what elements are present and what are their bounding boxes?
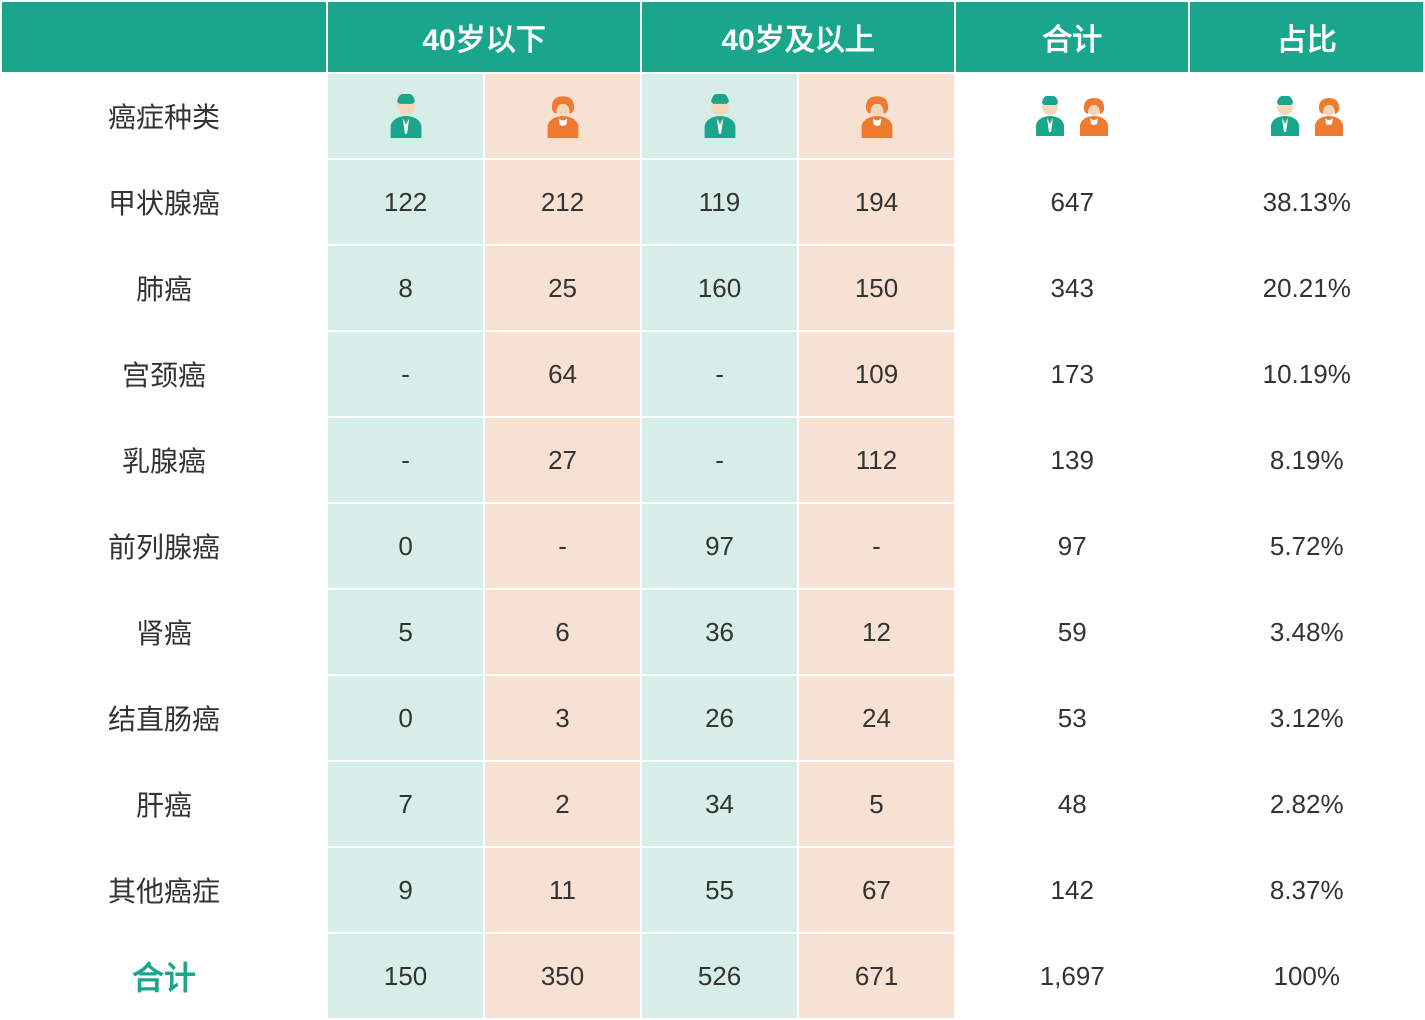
female-icon: [799, 74, 954, 158]
cell-pct: 2.82%: [1190, 762, 1423, 846]
cell-u40-male: 122: [328, 160, 483, 244]
cell-o40-male: 97: [642, 504, 797, 588]
cell-u40-female: 64: [485, 332, 640, 416]
cell-pct: 8.19%: [1190, 418, 1423, 502]
totals-o40-female: 671: [799, 934, 954, 1018]
cell-u40-male: 9: [328, 848, 483, 932]
cancer-stats-table: 40岁以下 40岁及以上 合计 占比 癌症种类 甲状腺癌122212119194…: [0, 0, 1425, 1020]
cell-o40-male: 160: [642, 246, 797, 330]
cell-total: 142: [956, 848, 1188, 932]
male-icon: [642, 74, 797, 158]
cell-o40-female: 12: [799, 590, 954, 674]
cell-o40-male: -: [642, 418, 797, 502]
row-label: 肾癌: [2, 590, 326, 674]
table-row: 肾癌563612593.48%: [2, 590, 1423, 674]
row-label: 宫颈癌: [2, 332, 326, 416]
cell-pct: 3.48%: [1190, 590, 1423, 674]
cell-u40-male: 7: [328, 762, 483, 846]
cell-o40-male: 26: [642, 676, 797, 760]
header-total: 合计: [956, 2, 1188, 72]
totals-row: 合计 150 350 526 671 1,697 100%: [2, 934, 1423, 1018]
cell-total: 173: [956, 332, 1188, 416]
cell-u40-female: 25: [485, 246, 640, 330]
cell-u40-male: 5: [328, 590, 483, 674]
row-label: 肝癌: [2, 762, 326, 846]
row-header-label: 癌症种类: [2, 74, 326, 158]
cell-total: 139: [956, 418, 1188, 502]
cell-u40-female: 3: [485, 676, 640, 760]
header-percent: 占比: [1190, 2, 1423, 72]
table-row: 乳腺癌-27-1121398.19%: [2, 418, 1423, 502]
cell-u40-male: -: [328, 332, 483, 416]
cell-o40-female: 5: [799, 762, 954, 846]
cell-total: 647: [956, 160, 1188, 244]
row-label: 结直肠癌: [2, 676, 326, 760]
table-row: 宫颈癌-64-10917310.19%: [2, 332, 1423, 416]
cell-o40-male: 36: [642, 590, 797, 674]
cell-u40-female: 27: [485, 418, 640, 502]
male-icon: [328, 74, 483, 158]
table-row: 甲状腺癌12221211919464738.13%: [2, 160, 1423, 244]
row-label: 甲状腺癌: [2, 160, 326, 244]
cell-pct: 20.21%: [1190, 246, 1423, 330]
cell-pct: 38.13%: [1190, 160, 1423, 244]
totals-u40-male: 150: [328, 934, 483, 1018]
totals-pct: 100%: [1190, 934, 1423, 1018]
row-label: 前列腺癌: [2, 504, 326, 588]
header-row-icons: 癌症种类: [2, 74, 1423, 158]
cell-o40-male: 55: [642, 848, 797, 932]
cell-total: 53: [956, 676, 1188, 760]
header-blank: [2, 2, 326, 72]
both-genders-icon: [956, 74, 1188, 158]
cell-pct: 8.37%: [1190, 848, 1423, 932]
cell-u40-female: 6: [485, 590, 640, 674]
cell-pct: 3.12%: [1190, 676, 1423, 760]
cell-u40-male: 0: [328, 676, 483, 760]
cell-o40-female: 24: [799, 676, 954, 760]
table-row: 前列腺癌0-97-975.72%: [2, 504, 1423, 588]
cell-o40-male: 119: [642, 160, 797, 244]
totals-u40-female: 350: [485, 934, 640, 1018]
header-40-and-over: 40岁及以上: [642, 2, 954, 72]
header-row-groups: 40岁以下 40岁及以上 合计 占比: [2, 2, 1423, 72]
totals-o40-male: 526: [642, 934, 797, 1018]
cell-u40-male: 0: [328, 504, 483, 588]
table-row: 肺癌82516015034320.21%: [2, 246, 1423, 330]
table-row: 其他癌症91155671428.37%: [2, 848, 1423, 932]
cell-u40-female: 2: [485, 762, 640, 846]
cell-u40-female: -: [485, 504, 640, 588]
cell-u40-male: 8: [328, 246, 483, 330]
cell-o40-female: 109: [799, 332, 954, 416]
cell-u40-male: -: [328, 418, 483, 502]
cell-total: 97: [956, 504, 1188, 588]
cell-o40-male: 34: [642, 762, 797, 846]
cell-o40-female: 112: [799, 418, 954, 502]
cell-o40-female: 194: [799, 160, 954, 244]
row-label: 其他癌症: [2, 848, 326, 932]
cell-u40-female: 11: [485, 848, 640, 932]
cell-total: 59: [956, 590, 1188, 674]
cell-u40-female: 212: [485, 160, 640, 244]
cell-total: 343: [956, 246, 1188, 330]
cell-pct: 5.72%: [1190, 504, 1423, 588]
totals-all: 1,697: [956, 934, 1188, 1018]
table-row: 肝癌72345482.82%: [2, 762, 1423, 846]
table-row: 结直肠癌032624533.12%: [2, 676, 1423, 760]
cell-o40-female: 67: [799, 848, 954, 932]
header-under-40: 40岁以下: [328, 2, 640, 72]
female-icon: [485, 74, 640, 158]
cell-pct: 10.19%: [1190, 332, 1423, 416]
totals-label: 合计: [2, 934, 326, 1018]
cell-o40-female: -: [799, 504, 954, 588]
row-label: 乳腺癌: [2, 418, 326, 502]
both-genders-icon: [1190, 74, 1423, 158]
cell-o40-male: -: [642, 332, 797, 416]
row-label: 肺癌: [2, 246, 326, 330]
cell-o40-female: 150: [799, 246, 954, 330]
cell-total: 48: [956, 762, 1188, 846]
